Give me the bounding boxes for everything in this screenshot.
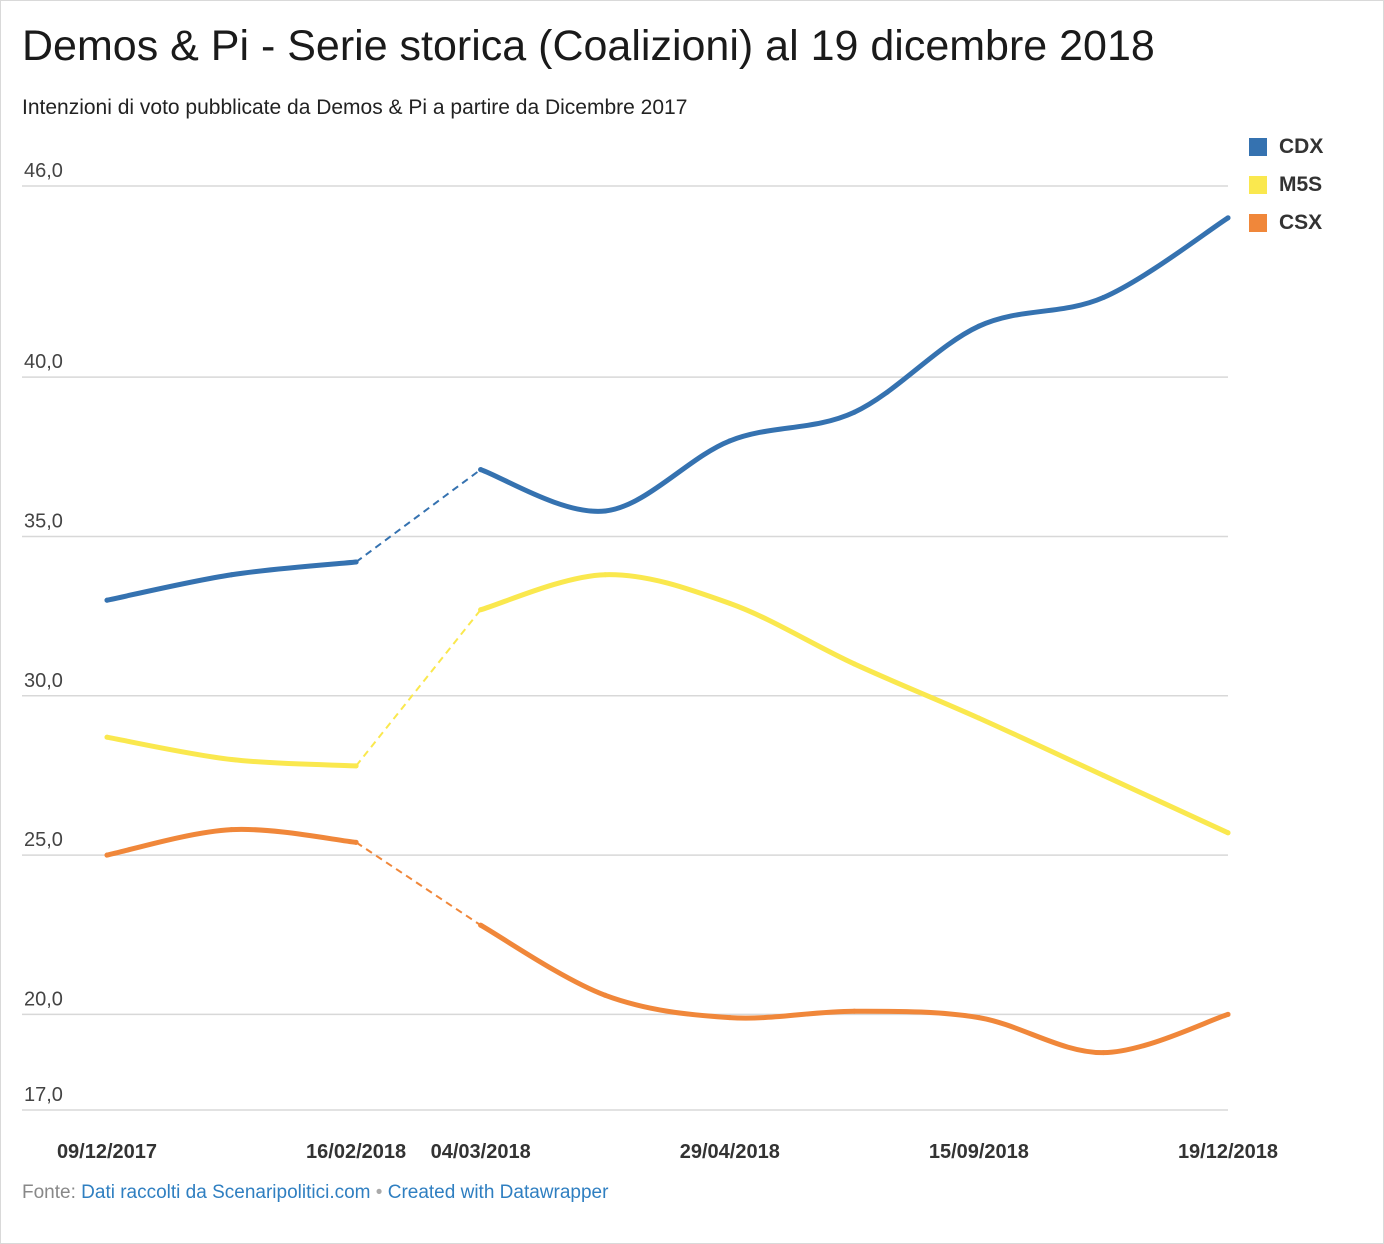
- data-point-csx: [1100, 1050, 1106, 1056]
- legend: CDX M5S CSX: [1249, 128, 1323, 242]
- data-point-m5s: [229, 757, 235, 763]
- y-tick-label: 46,0: [24, 160, 63, 182]
- data-point-m5s: [602, 572, 608, 578]
- x-tick-label: 16/02/2018: [306, 1141, 406, 1163]
- data-point-csx: [353, 839, 359, 845]
- series-gap-csx: [355, 841, 482, 927]
- data-point-cdx: [851, 409, 857, 415]
- chart-subtitle: Intenzioni di voto pubblicate da Demos &…: [22, 96, 688, 119]
- data-point-csx: [229, 827, 235, 833]
- y-tick-label: 17,0: [24, 1084, 63, 1106]
- data-point-m5s: [727, 600, 733, 606]
- series-csx: [104, 826, 1231, 1056]
- series-line-cdx: [478, 215, 1231, 514]
- data-point-cdx: [478, 467, 484, 473]
- legend-label-m5s: M5S: [1279, 173, 1323, 196]
- series-m5s: [104, 572, 1231, 836]
- series-gap-m5s: [355, 609, 482, 767]
- data-point-m5s: [1225, 830, 1231, 836]
- y-tick-label: 40,0: [24, 351, 63, 373]
- y-tick-label: 30,0: [24, 670, 63, 692]
- series-line-m5s: [478, 572, 1231, 836]
- data-point-cdx: [353, 559, 359, 565]
- footer: Fonte: Dati raccolti da Scenaripolitici.…: [22, 1180, 608, 1206]
- data-point-cdx: [1225, 215, 1231, 221]
- y-tick-label: 20,0: [24, 988, 63, 1010]
- data-point-m5s: [478, 607, 484, 613]
- legend-swatch-cdx: [1249, 138, 1267, 156]
- legend-item-csx[interactable]: CSX: [1249, 204, 1323, 242]
- x-tick-label: 04/03/2018: [431, 1141, 531, 1163]
- data-point-cdx: [727, 438, 733, 444]
- series-cdx: [104, 215, 1231, 603]
- data-point-cdx: [229, 572, 235, 578]
- x-tick-label: 15/09/2018: [929, 1141, 1029, 1163]
- y-tick-label: 35,0: [24, 510, 63, 532]
- legend-item-cdx[interactable]: CDX: [1249, 128, 1323, 166]
- series-line-csx: [104, 826, 359, 858]
- y-axis-ticks: 46,0 40,0 35,0 30,0 25,0 20,0 17,0: [24, 160, 63, 1106]
- x-tick-label: 29/04/2018: [680, 1141, 780, 1163]
- y-tick-label: 25,0: [24, 829, 63, 851]
- source-link[interactable]: Dati raccolti da Scenaripolitici.com: [81, 1182, 371, 1203]
- data-point-cdx: [104, 597, 110, 603]
- data-point-csx: [851, 1008, 857, 1014]
- data-point-csx: [1225, 1011, 1231, 1017]
- datawrapper-link[interactable]: Created with Datawrapper: [387, 1182, 609, 1203]
- chart-title: Demos & Pi - Serie storica (Coalizioni) …: [22, 22, 1155, 70]
- x-axis-ticks: 09/12/2017 16/02/2018 04/03/2018 29/04/2018…: [57, 1141, 1278, 1163]
- data-point-csx: [478, 922, 484, 928]
- footer-separator: •: [375, 1182, 383, 1203]
- footer-prefix: Fonte:: [22, 1182, 76, 1203]
- series-lines: [104, 215, 1231, 1056]
- data-point-csx: [976, 1015, 982, 1021]
- data-point-csx: [727, 1015, 733, 1021]
- data-point-m5s: [851, 661, 857, 667]
- data-point-m5s: [104, 734, 110, 740]
- legend-swatch-csx: [1249, 214, 1267, 232]
- data-point-csx: [602, 992, 608, 998]
- legend-label-csx: CSX: [1279, 211, 1323, 234]
- series-line-cdx: [104, 559, 359, 603]
- data-point-m5s: [353, 763, 359, 769]
- data-point-cdx: [1100, 295, 1106, 301]
- legend-swatch-m5s: [1249, 176, 1267, 194]
- legend-label-cdx: CDX: [1279, 135, 1324, 158]
- series-line-csx: [478, 922, 1231, 1056]
- x-tick-label: 19/12/2018: [1178, 1141, 1278, 1163]
- legend-item-m5s[interactable]: M5S: [1249, 166, 1323, 204]
- grid-lines: [22, 185, 1228, 1111]
- data-point-cdx: [976, 323, 982, 329]
- data-point-m5s: [976, 715, 982, 721]
- data-point-m5s: [1100, 772, 1106, 778]
- series-gap-cdx: [355, 468, 482, 563]
- x-tick-label: 09/12/2017: [57, 1141, 157, 1163]
- data-point-cdx: [602, 508, 608, 514]
- data-point-csx: [104, 852, 110, 858]
